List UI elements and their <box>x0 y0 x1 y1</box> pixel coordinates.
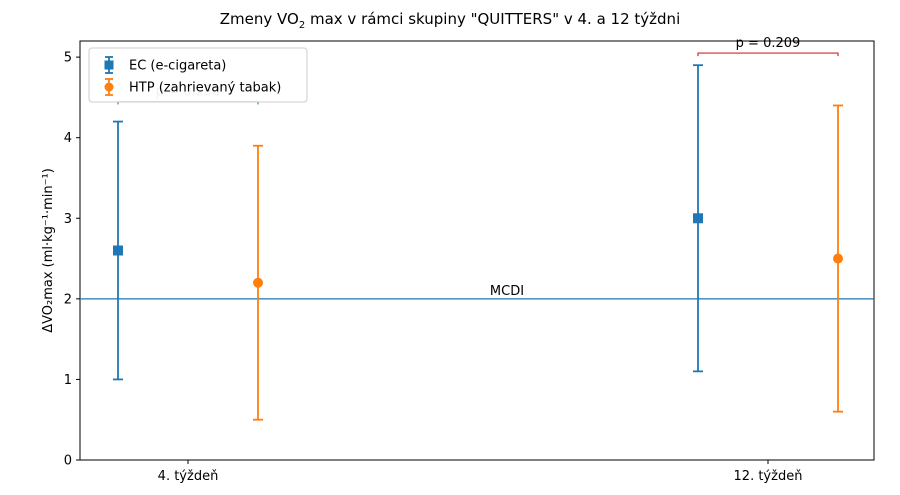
point-marker-1-1 <box>833 253 843 264</box>
legend-marker-0 <box>104 60 114 70</box>
point-marker-0-0 <box>113 245 123 256</box>
legend-marker-1 <box>104 82 114 92</box>
y-tick-label-4: 4 <box>64 131 72 146</box>
significance-label-1: p = 0.209 <box>736 36 801 51</box>
y-tick-label-0: 0 <box>64 454 72 469</box>
x-tick-label-0: 4. týždeň <box>158 469 219 484</box>
y-axis-label: ΔVO₂max (ml·kg⁻¹·min⁻¹) <box>41 168 56 333</box>
title-part-2: max v rámci skupiny "QUITTERS" v 4. a 12… <box>305 10 681 28</box>
title-part-1: Zmeny VO <box>219 10 299 28</box>
legend-label-1: HTP (zahrievaný tabak) <box>129 81 281 96</box>
y-tick-label-1: 1 <box>64 373 72 388</box>
legend-box <box>88 47 308 103</box>
y-tick-label-3: 3 <box>64 212 72 227</box>
chart-title: Zmeny VO2 max v rámci skupiny "QUITTERS"… <box>0 10 900 31</box>
legend-label-0: EC (e-cigareta) <box>129 59 226 74</box>
y-tick-label-2: 2 <box>64 292 72 307</box>
y-tick-label-5: 5 <box>64 51 72 66</box>
title-subscript: 2 <box>298 20 306 31</box>
reference-line-label: MCDI <box>490 284 524 299</box>
plot-frame <box>79 40 875 461</box>
x-tick-label-1: 12. týždeň <box>734 469 803 484</box>
point-marker-1-0 <box>253 277 263 288</box>
significance-bracket-1 <box>697 52 839 57</box>
point-marker-0-1 <box>693 213 703 224</box>
